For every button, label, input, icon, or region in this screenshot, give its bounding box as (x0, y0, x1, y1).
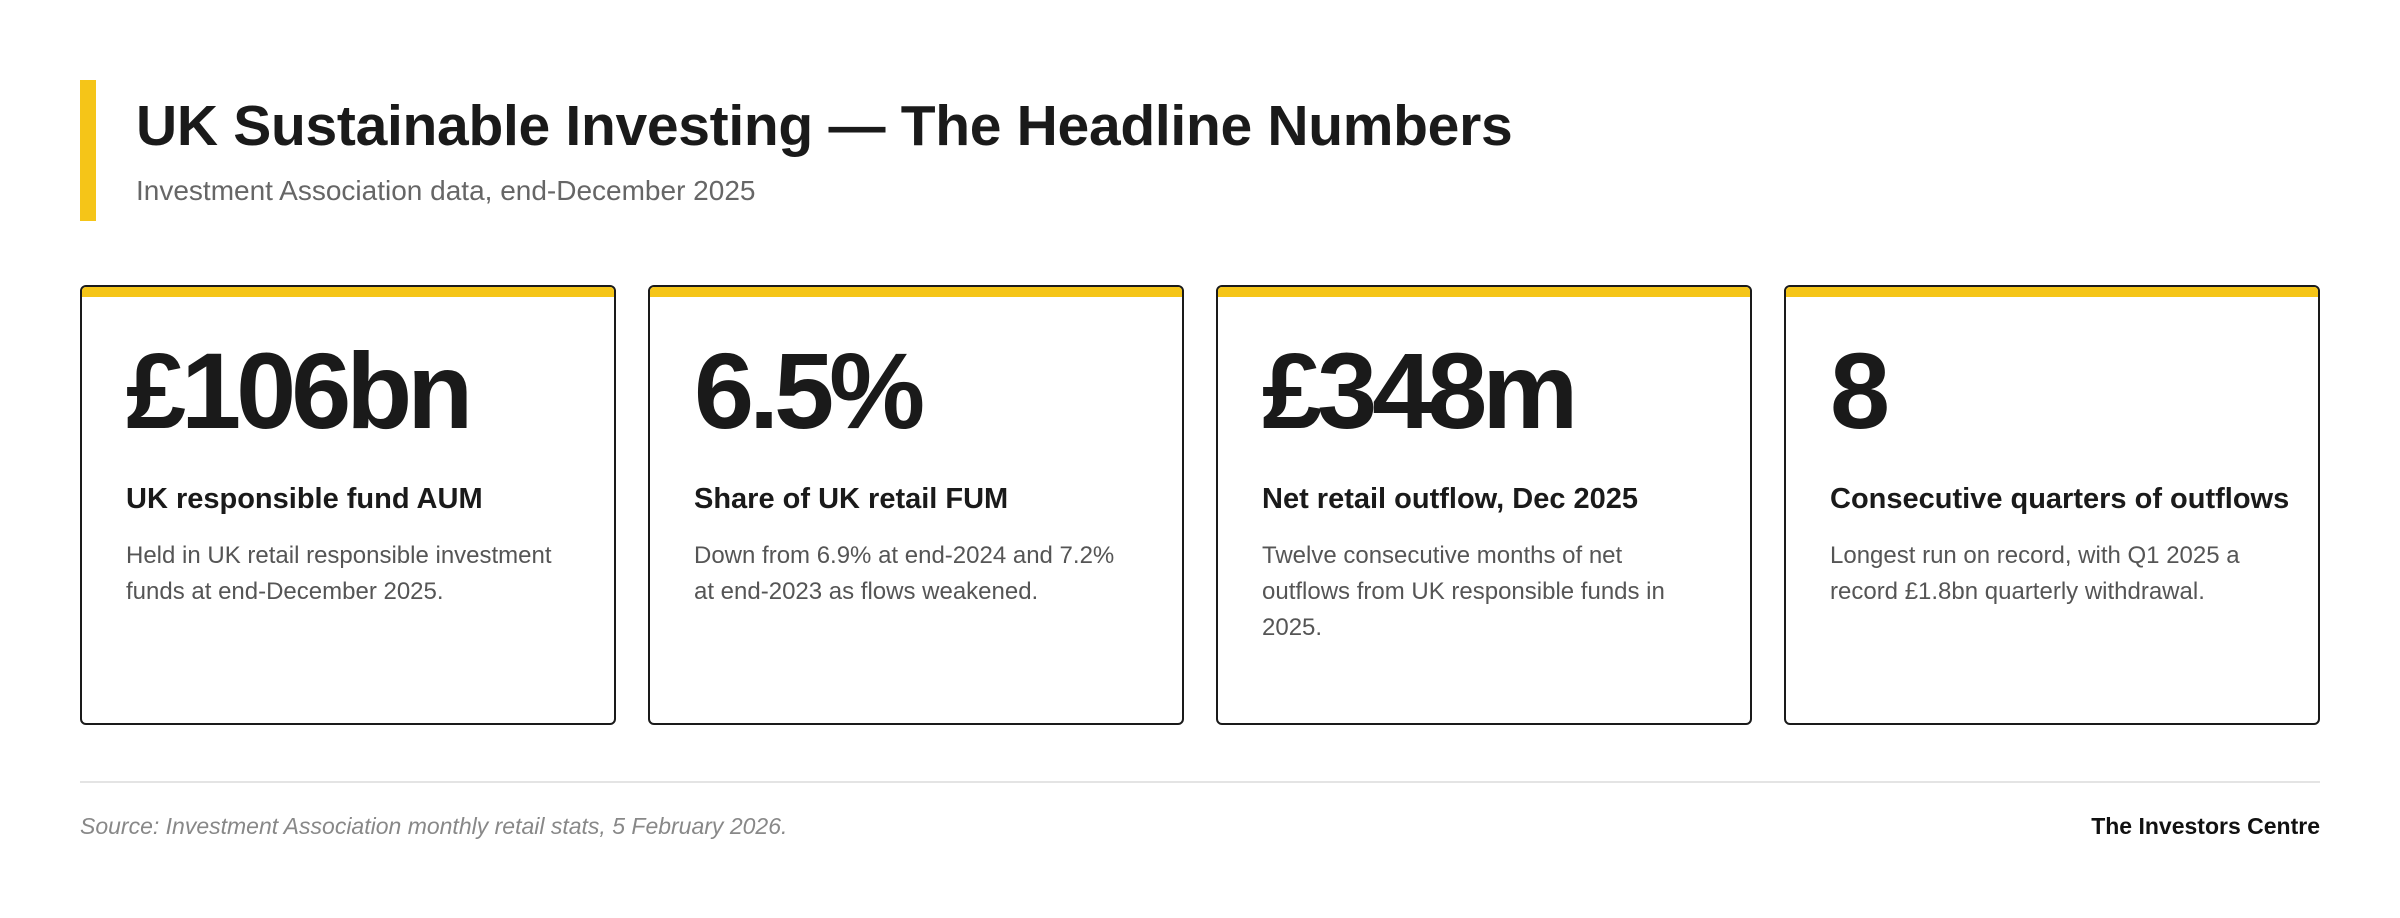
stat-label: UK responsible fund AUM (126, 483, 483, 515)
stat-description: Down from 6.9% at end-2024 and 7.2% at e… (694, 542, 1115, 605)
page-title: UK Sustainable Investing — The Headline … (136, 94, 1513, 158)
footer: Source: Investment Association monthly r… (80, 813, 2320, 840)
stat-description: Held in UK retail responsible investment… (126, 542, 552, 605)
stat-description: Longest run on record, with Q1 2025 a re… (1830, 542, 2240, 605)
header-accent-bar (80, 80, 96, 221)
stat-label: Share of UK retail FUM (694, 483, 1009, 515)
stat-label: Net retail outflow, Dec 2025 (1262, 483, 1639, 515)
stat-card-quarters: 8 Consecutive quarters of outflows Longe… (1784, 285, 2320, 725)
page-subtitle: Investment Association data, end-Decembe… (136, 175, 756, 206)
card-accent-bar (82, 287, 614, 297)
stat-value: 6.5% (694, 330, 925, 451)
stat-cards: £106bn UK responsible fund AUM Held in U… (80, 285, 2320, 725)
footer-divider (80, 781, 2320, 783)
header: UK Sustainable Investing — The Headline … (80, 80, 2320, 221)
brand-name: The Investors Centre (2091, 813, 2320, 839)
stat-value: 8 (1830, 330, 1890, 451)
stat-card-aum: £106bn UK responsible fund AUM Held in U… (80, 285, 616, 725)
source-note: Source: Investment Association monthly r… (80, 813, 788, 839)
card-accent-bar (1218, 287, 1750, 297)
stat-card-outflow: £348m Net retail outflow, Dec 2025 Twelv… (1216, 285, 1752, 725)
stat-card-share: 6.5% Share of UK retail FUM Down from 6.… (648, 285, 1184, 725)
stat-label: Consecutive quarters of outflows (1830, 483, 2290, 515)
card-accent-bar (650, 287, 1182, 297)
stat-description: Twelve consecutive months of net outflow… (1262, 542, 1665, 641)
card-accent-bar (1786, 287, 2318, 297)
stat-value: £348m (1262, 330, 1578, 451)
stat-value: £106bn (126, 330, 473, 451)
